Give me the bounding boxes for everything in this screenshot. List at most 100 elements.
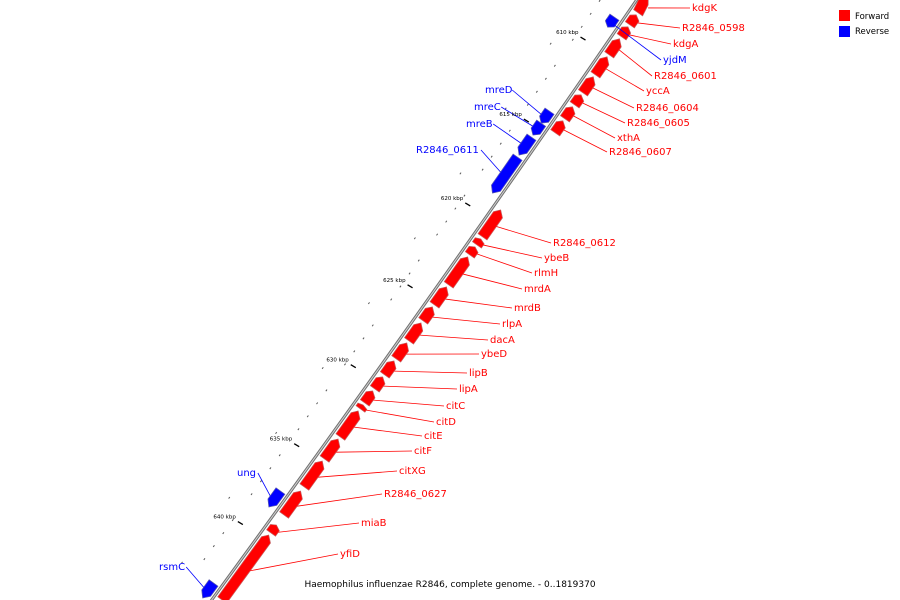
minor-tick-mark bbox=[459, 172, 462, 175]
gene-highlight bbox=[464, 245, 479, 259]
gene-label-kdgK: kdgK bbox=[692, 3, 717, 14]
leader-mreC bbox=[500, 106, 533, 127]
gene-label-lipB: lipB bbox=[469, 368, 488, 379]
leader-mreD bbox=[511, 89, 542, 115]
leader-yjdM bbox=[606, 18, 662, 61]
leader-mrdA bbox=[462, 273, 523, 290]
gene-lipA bbox=[369, 376, 386, 393]
legend: Forward Reverse bbox=[839, 10, 889, 37]
kbp-tick-mark bbox=[580, 36, 586, 41]
gene-label-R2846_0607: R2846_0607 bbox=[609, 147, 672, 158]
minor-tick-mark bbox=[297, 428, 300, 431]
gene-label-citC: citC bbox=[446, 401, 465, 412]
leader-mrdB bbox=[445, 298, 513, 309]
kbp-tick-mark bbox=[237, 520, 244, 526]
gene-label-kdgA: kdgA bbox=[673, 39, 698, 50]
minor-tick-mark bbox=[259, 480, 262, 483]
minor-tick-mark bbox=[278, 454, 281, 457]
leader-R2846_0601 bbox=[618, 49, 653, 77]
minor-tick-mark bbox=[306, 415, 309, 418]
gene-label-R2846_0611: R2846_0611 bbox=[416, 145, 479, 156]
gene-ybeD bbox=[391, 342, 409, 363]
leader-citD bbox=[366, 409, 435, 423]
gene-highlight bbox=[471, 237, 485, 249]
gene-highlight bbox=[443, 256, 470, 289]
leader-kdgA bbox=[629, 34, 672, 45]
gene-mreB bbox=[517, 133, 537, 156]
gene-label-ung: ung bbox=[237, 468, 256, 479]
gene-label-yjdM: yjdM bbox=[663, 55, 687, 66]
gene-highlight bbox=[517, 133, 537, 156]
gene-highlight bbox=[604, 38, 622, 59]
minor-tick-mark bbox=[553, 64, 556, 67]
gene-label-mrdB: mrdB bbox=[514, 303, 541, 314]
gene-label-xthA: xthA bbox=[617, 133, 640, 144]
minor-tick-mark bbox=[417, 259, 420, 262]
gene-label-rlmH: rlmH bbox=[534, 268, 558, 279]
minor-tick-mark bbox=[321, 366, 324, 370]
minor-tick-mark bbox=[222, 532, 225, 535]
minor-tick-mark bbox=[598, 0, 601, 2]
gene-highlight bbox=[355, 402, 368, 413]
gene-dacA bbox=[404, 322, 424, 345]
gene-highlight bbox=[530, 119, 547, 136]
leader-xthA bbox=[573, 115, 616, 139]
kbp-tick-label: 635 kbp bbox=[270, 437, 293, 443]
leader-lipA bbox=[383, 385, 458, 390]
genome-backbone bbox=[209, 0, 639, 600]
gene-rlmH bbox=[464, 245, 479, 259]
minor-tick-mark bbox=[481, 168, 484, 171]
minor-tick-mark bbox=[589, 12, 592, 15]
gene-highlight bbox=[267, 487, 286, 508]
minor-tick-mark bbox=[362, 337, 365, 340]
leader-yccA bbox=[605, 68, 645, 92]
gene-label-rlpA: rlpA bbox=[502, 319, 522, 330]
minor-tick-mark bbox=[413, 237, 416, 240]
kbp-ticks: 610 kbp 615 kbp 620 kbp 625 kbp 630 kbp 635 k… bbox=[213, 30, 586, 526]
gene-citXG bbox=[299, 460, 325, 491]
genome-backbone-highlight bbox=[211, 0, 638, 600]
gene-citF bbox=[319, 438, 341, 463]
gene-label-ybeB: ybeB bbox=[544, 253, 569, 264]
gene-highlight bbox=[633, 0, 649, 17]
gene-R2846_0604 bbox=[577, 76, 596, 97]
minor-tick-mark bbox=[490, 155, 493, 158]
gene-label-citE: citE bbox=[424, 431, 443, 442]
gene-label-dacA: dacA bbox=[490, 335, 515, 346]
gene-ung bbox=[267, 487, 286, 508]
gene-R2846_0598 bbox=[624, 14, 640, 29]
leader-dacA bbox=[419, 334, 489, 341]
leader-citF bbox=[336, 450, 413, 453]
gene-highlight bbox=[550, 120, 566, 137]
minor-ticks bbox=[180, 0, 601, 564]
leader-R2846_0612 bbox=[496, 226, 552, 244]
gene-rsmC bbox=[201, 579, 219, 599]
gene-citC bbox=[359, 390, 376, 407]
gene-label-R2846_0605: R2846_0605 bbox=[627, 118, 690, 129]
legend-reverse-label: Reverse bbox=[855, 27, 889, 37]
gene-label-R2846_0604: R2846_0604 bbox=[636, 103, 699, 114]
gene-yfiD bbox=[217, 534, 271, 600]
gene-highlight bbox=[299, 460, 325, 491]
minor-tick-mark bbox=[436, 233, 439, 236]
gene-label-yfiD: yfiD bbox=[340, 549, 360, 560]
kbp-tick-mark bbox=[523, 118, 530, 123]
gene-label-citF: citF bbox=[414, 446, 432, 457]
gene-highlight bbox=[577, 76, 596, 97]
gene-highlight bbox=[590, 56, 610, 79]
gene-highlight bbox=[217, 534, 271, 600]
genome-caption: Haemophilus influenzae R2846, complete g… bbox=[304, 580, 595, 590]
gene-kdgK bbox=[633, 0, 649, 17]
gene-rlpA bbox=[418, 306, 435, 325]
leader-R2846_0605 bbox=[582, 102, 626, 124]
gene-highlight bbox=[490, 153, 523, 194]
leader-R2846_0607 bbox=[563, 129, 608, 153]
leader-miaB bbox=[278, 522, 360, 533]
gene-label-lipA: lipA bbox=[459, 384, 478, 395]
gene-label-rsmC: rsmC bbox=[159, 562, 185, 573]
minor-tick-mark bbox=[250, 493, 253, 496]
minor-tick-mark bbox=[371, 324, 374, 327]
leader-R2846_0598 bbox=[637, 22, 681, 29]
gene-R2846_0605 bbox=[569, 94, 585, 109]
